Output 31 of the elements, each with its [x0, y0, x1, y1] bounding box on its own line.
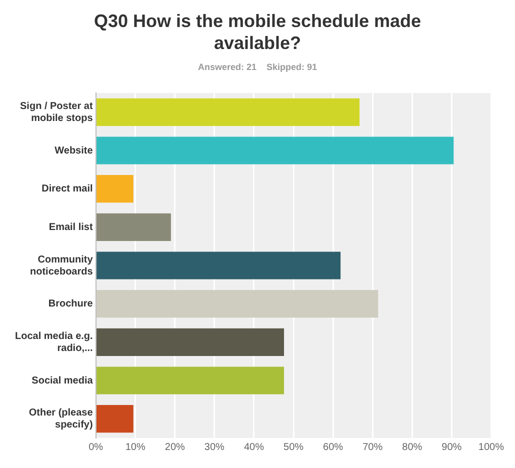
y-tick-label: Social media	[32, 375, 94, 386]
bar	[96, 98, 360, 126]
x-tick-label: 90%	[442, 442, 462, 453]
x-tick-label: 40%	[244, 442, 264, 453]
bar	[96, 328, 284, 356]
x-tick-label: 30%	[204, 442, 225, 453]
bar	[96, 290, 378, 318]
bar	[96, 136, 454, 164]
bar	[96, 213, 171, 241]
bar	[96, 405, 134, 433]
x-tick-label: 50%	[284, 442, 304, 453]
x-tick-label: 70%	[362, 442, 383, 453]
bar	[96, 366, 284, 394]
y-tick-label: Sign / Poster at mobile stops	[20, 100, 94, 124]
chart-subtitle: Answered: 21 Skipped: 91	[196, 62, 318, 72]
x-tick-label: 10%	[125, 442, 146, 453]
y-tick-label: Community noticeboards	[30, 254, 94, 278]
chart-title: Q30 How is the mobile schedule made available?	[92, 10, 422, 54]
x-tick-label: 80%	[402, 442, 422, 453]
bar	[96, 252, 341, 280]
y-tick-label: Brochure	[48, 298, 94, 310]
y-tick-label: Local media e.g. radio,...	[14, 330, 94, 354]
y-tick-label: Other (please specify)	[28, 408, 94, 431]
x-tick-label: 0%	[88, 442, 104, 453]
y-tick-label: Direct mail	[42, 184, 94, 195]
x-tick-label: 60%	[323, 442, 344, 453]
y-tick-label: Email list	[48, 222, 94, 233]
x-tick-label: 20%	[164, 442, 185, 453]
bar	[96, 175, 134, 203]
x-tick-label: 100%	[478, 442, 504, 453]
y-tick-label: Website	[54, 145, 94, 156]
